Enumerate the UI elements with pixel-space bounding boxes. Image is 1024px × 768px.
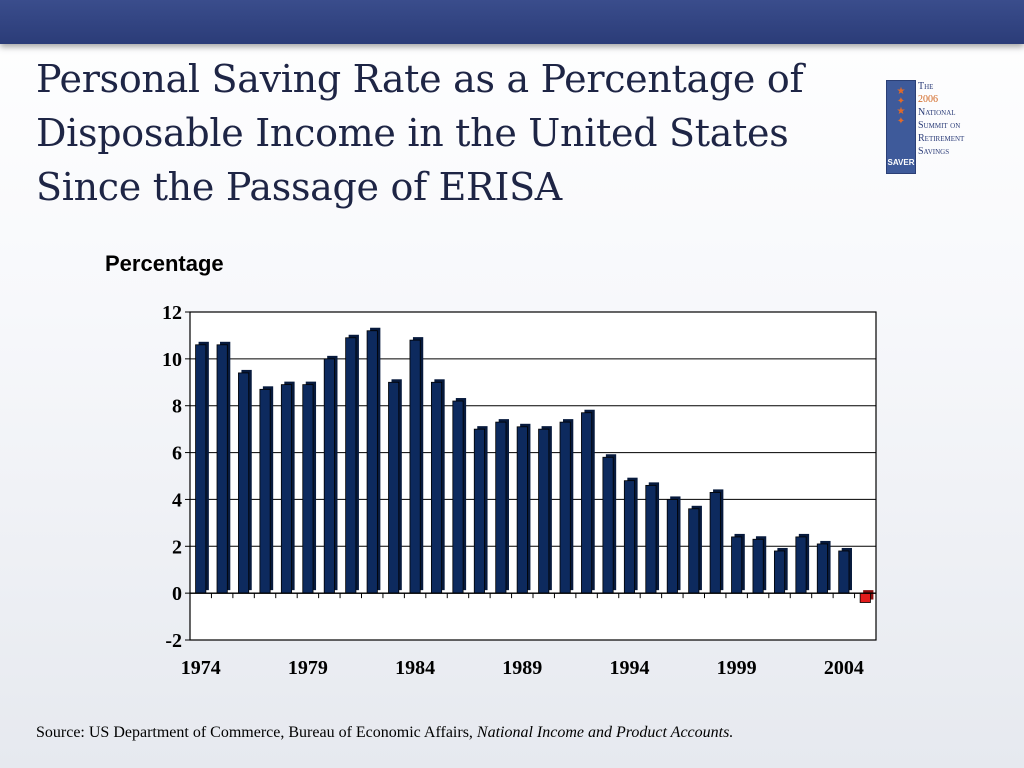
y-axis-label: Percentage [105, 251, 224, 276]
source-note: Source: US Department of Commerce, Burea… [36, 724, 996, 742]
title-line-3: Since the Passage of ERISA [36, 165, 562, 209]
bar [731, 536, 743, 594]
bar [366, 330, 378, 594]
bar [238, 372, 250, 594]
bar [752, 538, 764, 594]
y-tick-label: 6 [172, 443, 182, 465]
bar [645, 484, 657, 594]
bar [538, 428, 550, 594]
logo-line-6: Savings [918, 146, 950, 157]
logo-line-5: Retirement [918, 133, 965, 144]
summit-logo: ★ ✦ ★ ✦ SAVER The 2006 National Summit on R… [884, 80, 974, 174]
header-bar [0, 0, 1024, 44]
x-tick-label: 1979 [288, 657, 328, 679]
x-tick-label: 2004 [824, 657, 864, 679]
source-text: Source: US Department of Commerce, Burea… [36, 724, 477, 741]
bar [602, 456, 614, 594]
y-tick-label: 2 [172, 536, 182, 558]
logo-line-3: National [918, 107, 956, 118]
bar [216, 344, 228, 594]
y-tick-label: 10 [162, 349, 182, 371]
bar [473, 428, 485, 594]
bar [345, 337, 357, 594]
y-tick-label: 4 [172, 489, 182, 511]
bar [559, 421, 571, 594]
bar [709, 491, 721, 594]
y-tick-label: -2 [165, 630, 182, 652]
bar [280, 384, 293, 594]
bar [302, 384, 314, 594]
logo-line-2: 2006 [918, 94, 938, 105]
y-tick-label: 12 [162, 302, 182, 324]
bar [623, 480, 636, 594]
logo-flag-text: SAVER [887, 158, 915, 167]
y-tick-label: 8 [172, 396, 182, 418]
bar [388, 381, 400, 594]
bar [452, 400, 464, 594]
bar [688, 508, 700, 594]
title-line-1: Personal Saving Rate as a Percentage of [36, 57, 804, 101]
page-title: Personal Saving Rate as a Percentage of … [36, 52, 856, 214]
logo-line-4: Summit on [918, 120, 961, 131]
bar-chart: 12 10 8 6 4 2 0 -2 1974 1979 1984 1989 1994 1999 2004 [162, 302, 877, 679]
star-icon: ★ ✦ ★ ✦ [896, 86, 906, 127]
bar [859, 592, 871, 603]
bar [773, 550, 786, 594]
x-tick-label: 1989 [502, 657, 542, 679]
x-tick-label: 1974 [181, 657, 221, 679]
x-tick-label: 1999 [717, 657, 757, 679]
bar [430, 381, 443, 594]
y-tick-label: 0 [172, 583, 182, 605]
bar [259, 388, 271, 594]
bar [581, 412, 593, 594]
bar [323, 358, 335, 594]
logo-flag-icon: ★ ✦ ★ ✦ SAVER [886, 80, 916, 174]
source-italic: National Income and Product Accounts. [476, 724, 734, 741]
x-tick-label: 1984 [395, 657, 435, 679]
bar [516, 426, 528, 594]
bar [795, 536, 807, 594]
logo-line-1: The [918, 81, 934, 92]
bar [409, 339, 421, 594]
bar [816, 543, 828, 594]
bar [495, 421, 507, 594]
x-tick-label: 1994 [609, 657, 649, 679]
title-line-2: Disposable Income in the United States [36, 111, 789, 155]
logo-text: The 2006 National Summit on Retirement S… [918, 80, 978, 158]
bar [838, 550, 850, 594]
bar [666, 499, 678, 594]
bar [195, 344, 207, 594]
